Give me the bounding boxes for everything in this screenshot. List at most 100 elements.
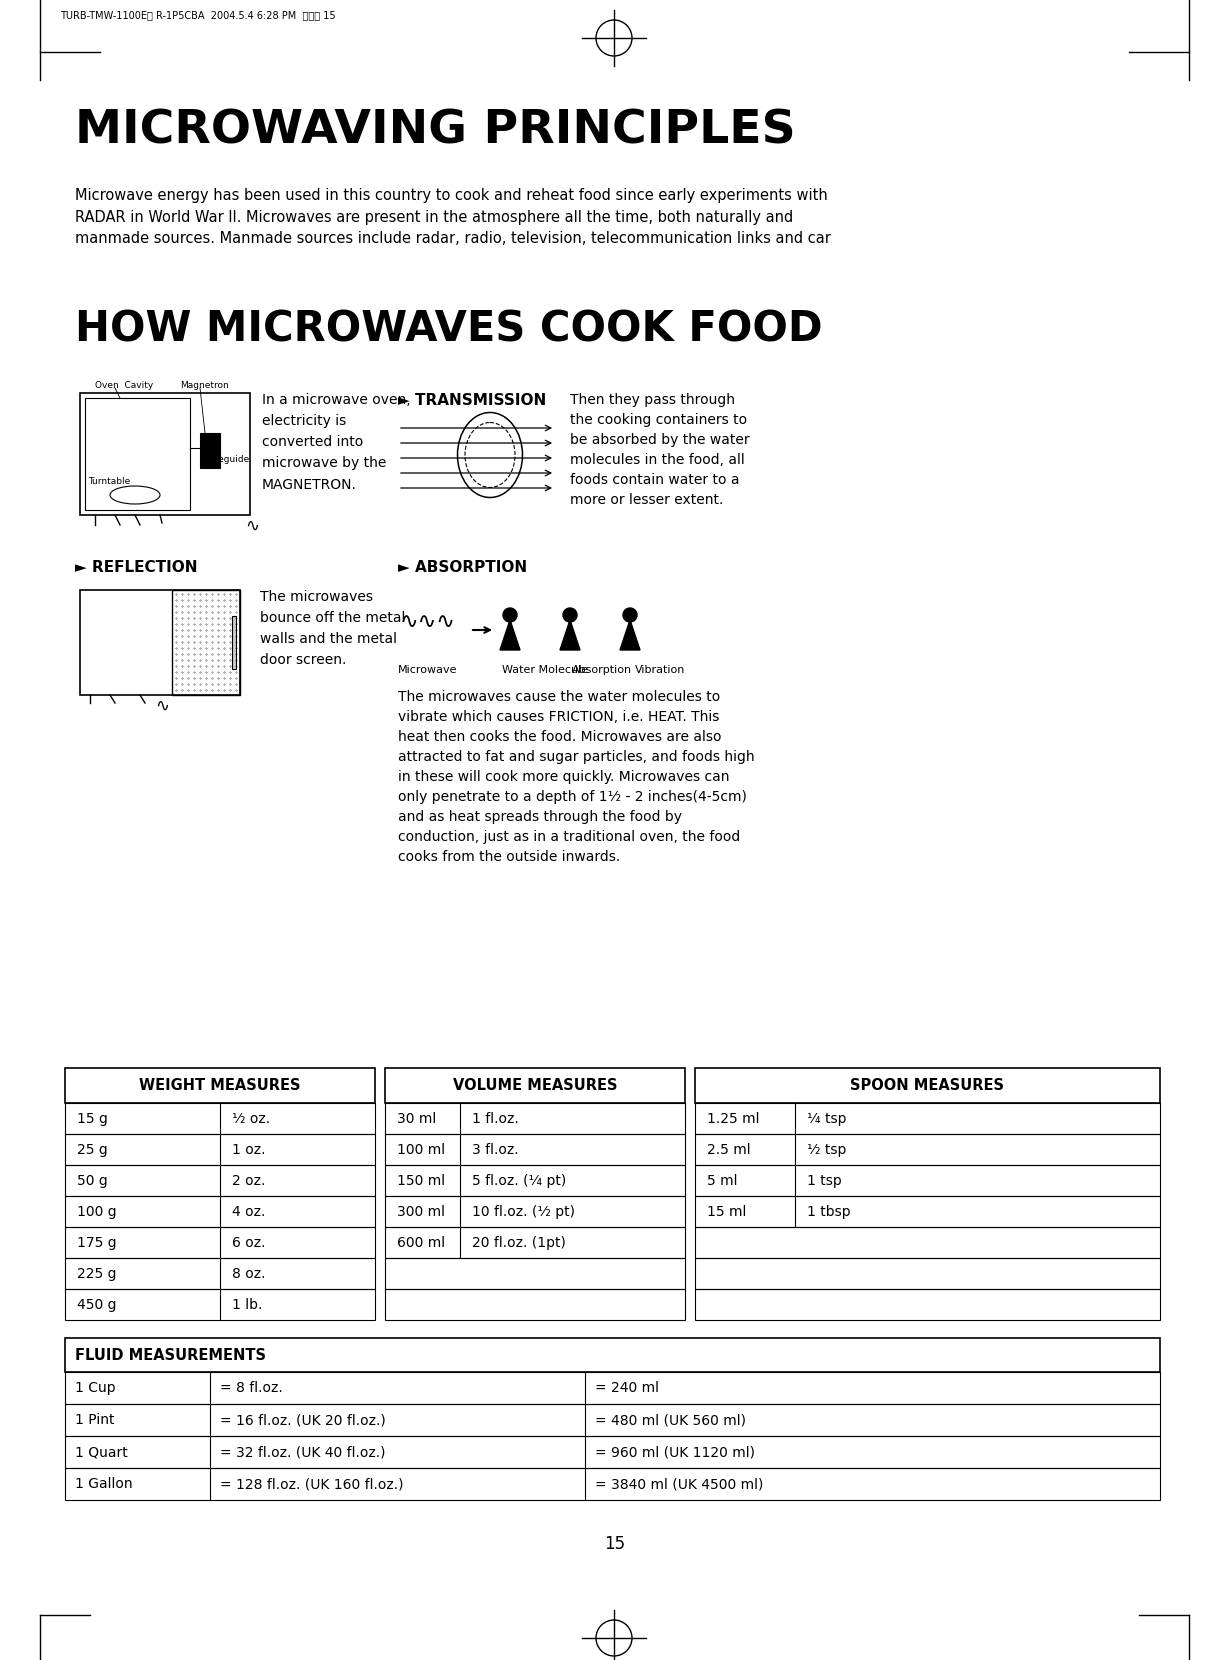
Text: 2 oz.: 2 oz.: [232, 1174, 265, 1187]
Bar: [696, 1195, 1160, 1227]
Bar: [696, 1165, 1160, 1195]
Bar: [696, 1290, 1160, 1320]
Bar: [65, 1338, 1160, 1373]
Text: = 960 ml (UK 1120 ml): = 960 ml (UK 1120 ml): [595, 1444, 755, 1459]
Circle shape: [623, 608, 637, 622]
Bar: [385, 1165, 685, 1195]
Text: 15: 15: [603, 1536, 626, 1554]
Text: 30 ml: 30 ml: [397, 1112, 436, 1125]
Text: ► REFLECTION: ► REFLECTION: [75, 559, 198, 574]
Text: HOW MICROWAVES COOK FOOD: HOW MICROWAVES COOK FOOD: [75, 309, 822, 350]
Text: ∿∿∿: ∿∿∿: [399, 613, 456, 632]
Bar: [696, 1258, 1160, 1290]
Text: 3 fl.oz.: 3 fl.oz.: [472, 1142, 519, 1157]
Text: MICROWAVING PRINCIPLES: MICROWAVING PRINCIPLES: [75, 108, 795, 153]
Text: Magnetron: Magnetron: [179, 382, 229, 390]
Text: 300 ml: 300 ml: [397, 1205, 445, 1218]
Text: 1 oz.: 1 oz.: [232, 1142, 265, 1157]
Text: 1 tsp: 1 tsp: [807, 1174, 842, 1187]
Text: Then they pass through
the cooking containers to
be absorbed by the water
molecu: Then they pass through the cooking conta…: [570, 393, 750, 508]
Bar: [65, 1467, 1160, 1501]
Bar: [172, 589, 240, 696]
Text: 1.25 ml: 1.25 ml: [707, 1112, 760, 1125]
Bar: [80, 589, 240, 696]
Bar: [65, 1258, 375, 1290]
Text: 1 Quart: 1 Quart: [75, 1444, 128, 1459]
Text: = 16 fl.oz. (UK 20 fl.oz.): = 16 fl.oz. (UK 20 fl.oz.): [220, 1413, 386, 1428]
Bar: [65, 1373, 1160, 1404]
Text: FLUID MEASUREMENTS: FLUID MEASUREMENTS: [75, 1348, 265, 1363]
Text: ► TRANSMISSION: ► TRANSMISSION: [398, 393, 546, 408]
Text: 50 g: 50 g: [77, 1174, 108, 1187]
Bar: [65, 1227, 375, 1258]
Text: 2.5 ml: 2.5 ml: [707, 1142, 751, 1157]
Text: = 3840 ml (UK 4500 ml): = 3840 ml (UK 4500 ml): [595, 1477, 763, 1491]
Text: 175 g: 175 g: [77, 1235, 117, 1250]
Bar: [65, 1195, 375, 1227]
Bar: [85, 398, 190, 510]
Text: ∿: ∿: [155, 697, 168, 715]
Text: ► ABSORPTION: ► ABSORPTION: [398, 559, 527, 574]
Bar: [80, 393, 249, 515]
Text: TURB-TMW-1100E엔 R-1P5CBA  2004.5.4 6:28 PM  페이지 15: TURB-TMW-1100E엔 R-1P5CBA 2004.5.4 6:28 P…: [60, 10, 336, 20]
Text: Oven  Cavity: Oven Cavity: [95, 382, 154, 390]
Text: 1 Gallon: 1 Gallon: [75, 1477, 133, 1491]
Polygon shape: [500, 619, 520, 651]
Text: 15 ml: 15 ml: [707, 1205, 746, 1218]
Text: = 240 ml: = 240 ml: [595, 1381, 659, 1394]
Bar: [385, 1195, 685, 1227]
Text: = 32 fl.oz. (UK 40 fl.oz.): = 32 fl.oz. (UK 40 fl.oz.): [220, 1444, 386, 1459]
Bar: [696, 1227, 1160, 1258]
Text: 25 g: 25 g: [77, 1142, 108, 1157]
Bar: [65, 1290, 375, 1320]
Text: 10 fl.oz. (¹⁄₂ pt): 10 fl.oz. (¹⁄₂ pt): [472, 1205, 575, 1218]
Text: 450 g: 450 g: [77, 1298, 117, 1311]
Bar: [65, 1404, 1160, 1436]
Bar: [696, 1067, 1160, 1102]
Text: 5 fl.oz. (¹⁄₄ pt): 5 fl.oz. (¹⁄₄ pt): [472, 1174, 567, 1187]
Bar: [200, 433, 220, 468]
Text: ¹⁄₂ tsp: ¹⁄₂ tsp: [807, 1142, 847, 1157]
Text: 1 Cup: 1 Cup: [75, 1381, 116, 1394]
Text: In a microwave oven,
electricity is
converted into
microwave by the
MAGNETRON.: In a microwave oven, electricity is conv…: [262, 393, 410, 491]
Text: = 128 fl.oz. (UK 160 fl.oz.): = 128 fl.oz. (UK 160 fl.oz.): [220, 1477, 403, 1491]
Bar: [696, 1134, 1160, 1165]
Bar: [65, 1165, 375, 1195]
Text: Microwave: Microwave: [398, 666, 457, 676]
Text: 100 ml: 100 ml: [397, 1142, 445, 1157]
Bar: [385, 1290, 685, 1320]
Text: Turntable: Turntable: [88, 476, 130, 486]
Text: ¹⁄₂ oz.: ¹⁄₂ oz.: [232, 1112, 270, 1125]
Text: SPOON MEASURES: SPOON MEASURES: [850, 1077, 1004, 1092]
Text: WEIGHT MEASURES: WEIGHT MEASURES: [139, 1077, 301, 1092]
Text: The microwaves
bounce off the metal
walls and the metal
door screen.: The microwaves bounce off the metal wall…: [261, 589, 406, 667]
Text: 1 lb.: 1 lb.: [232, 1298, 262, 1311]
Text: 5 ml: 5 ml: [707, 1174, 737, 1187]
Text: = 480 ml (UK 560 ml): = 480 ml (UK 560 ml): [595, 1413, 746, 1428]
Text: Microwave energy has been used in this country to cook and reheat food since ear: Microwave energy has been used in this c…: [75, 188, 831, 246]
Bar: [385, 1227, 685, 1258]
Circle shape: [563, 608, 576, 622]
Polygon shape: [619, 619, 640, 651]
Bar: [385, 1067, 685, 1102]
Text: VOLUME MEASURES: VOLUME MEASURES: [452, 1077, 617, 1092]
Text: 20 fl.oz. (1pt): 20 fl.oz. (1pt): [472, 1235, 565, 1250]
Bar: [65, 1067, 375, 1102]
Text: 150 ml: 150 ml: [397, 1174, 445, 1187]
Text: 15 g: 15 g: [77, 1112, 108, 1125]
Text: Absorption: Absorption: [571, 666, 632, 676]
Text: 1 Pint: 1 Pint: [75, 1413, 114, 1428]
Text: ∿: ∿: [245, 516, 259, 535]
Text: 8 oz.: 8 oz.: [232, 1267, 265, 1280]
Text: = 8 fl.oz.: = 8 fl.oz.: [220, 1381, 283, 1394]
Bar: [385, 1134, 685, 1165]
Text: The microwaves cause the water molecules to
vibrate which causes FRICTION, i.e. : The microwaves cause the water molecules…: [398, 691, 755, 865]
Text: 6 oz.: 6 oz.: [232, 1235, 265, 1250]
Polygon shape: [560, 619, 580, 651]
Text: 4 oz.: 4 oz.: [232, 1205, 265, 1218]
Bar: [65, 1436, 1160, 1467]
Text: Water Molecule: Water Molecule: [501, 666, 589, 676]
Text: ¹⁄₄ tsp: ¹⁄₄ tsp: [807, 1112, 847, 1125]
Text: 1 tbsp: 1 tbsp: [807, 1205, 850, 1218]
Text: 100 g: 100 g: [77, 1205, 117, 1218]
